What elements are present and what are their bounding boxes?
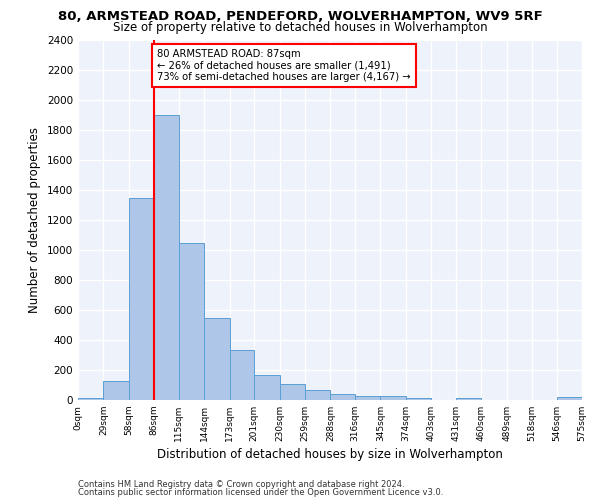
Bar [103,381,129,400]
Bar [355,396,380,400]
Bar [179,244,204,400]
Bar [154,115,179,400]
Text: Size of property relative to detached houses in Wolverhampton: Size of property relative to detached ho… [113,21,487,34]
Bar [230,350,254,400]
Bar [254,374,280,400]
Bar [456,398,481,400]
Bar [557,397,582,400]
Text: Contains public sector information licensed under the Open Government Licence v3: Contains public sector information licen… [78,488,443,497]
Bar [280,384,305,400]
X-axis label: Distribution of detached houses by size in Wolverhampton: Distribution of detached houses by size … [157,448,503,461]
Text: Contains HM Land Registry data © Crown copyright and database right 2024.: Contains HM Land Registry data © Crown c… [78,480,404,489]
Text: 80, ARMSTEAD ROAD, PENDEFORD, WOLVERHAMPTON, WV9 5RF: 80, ARMSTEAD ROAD, PENDEFORD, WOLVERHAMP… [58,10,542,23]
Bar [129,198,154,400]
Bar [305,390,331,400]
Bar [204,318,230,400]
Y-axis label: Number of detached properties: Number of detached properties [28,127,41,313]
Bar [331,394,355,400]
Bar [406,398,431,400]
Bar [380,396,406,400]
Bar [78,398,103,400]
Text: 80 ARMSTEAD ROAD: 87sqm
← 26% of detached houses are smaller (1,491)
73% of semi: 80 ARMSTEAD ROAD: 87sqm ← 26% of detache… [157,49,410,82]
